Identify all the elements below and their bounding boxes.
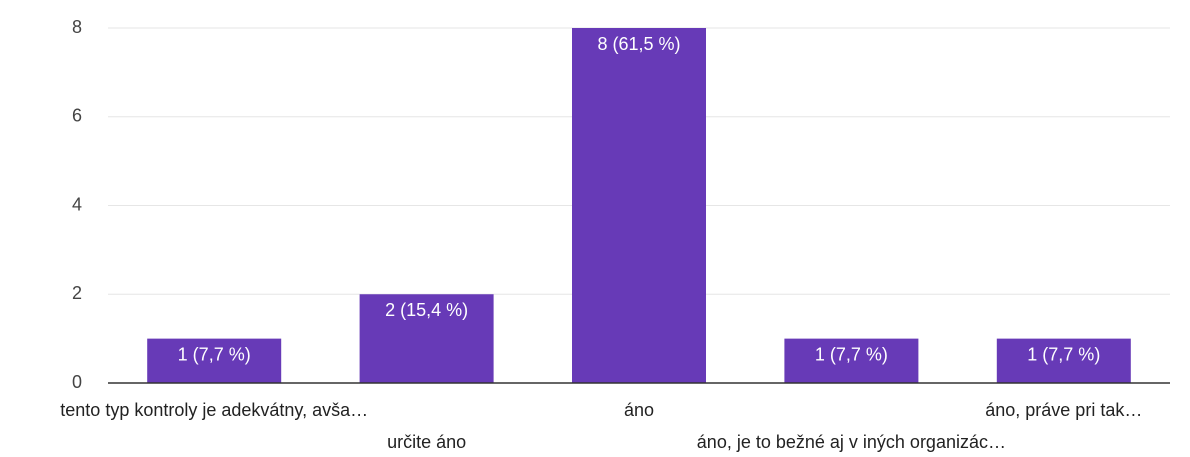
x-tick-label: áno, je to bežné aj v iných organizác… (697, 432, 1006, 452)
bar (359, 294, 494, 383)
value-label: 2 (15,4 %) (385, 300, 468, 320)
bar (996, 338, 1131, 383)
y-tick-label: 0 (72, 372, 82, 392)
value-label: 1 (7,7 %) (815, 344, 888, 364)
bar (147, 338, 282, 383)
x-tick-label: áno, práve pri tak… (985, 400, 1142, 420)
y-tick-label: 8 (72, 17, 82, 37)
x-tick-label: áno (624, 400, 654, 420)
y-tick-label: 2 (72, 283, 82, 303)
bar (784, 338, 919, 383)
x-tick-label: tento typ kontroly je adekvátny, avša… (60, 400, 368, 420)
value-label: 8 (61,5 %) (597, 34, 680, 54)
y-tick-label: 6 (72, 106, 82, 126)
value-label: 1 (7,7 %) (178, 344, 251, 364)
value-label: 1 (7,7 %) (1027, 344, 1100, 364)
bar (572, 28, 706, 383)
x-tick-label: určite áno (387, 432, 466, 452)
y-tick-label: 4 (72, 194, 82, 214)
